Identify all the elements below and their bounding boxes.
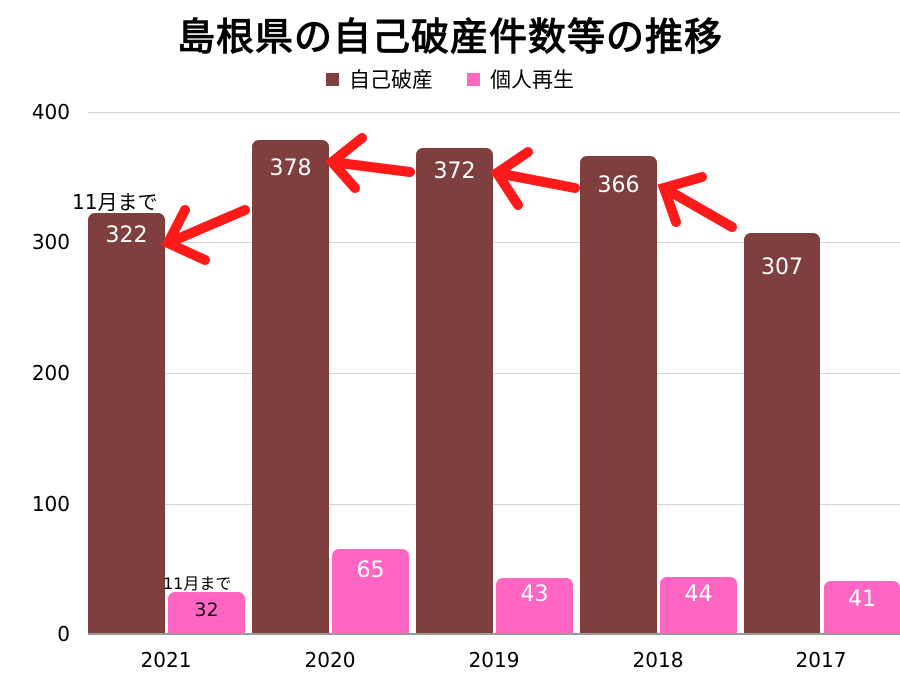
- bar-value: 65: [356, 558, 385, 583]
- y-tick-300: 300: [31, 230, 70, 254]
- bar-rehabilitation-2017[interactable]: 41: [824, 581, 900, 634]
- bar-value: 32: [194, 599, 219, 621]
- arrow-icon: [324, 133, 415, 193]
- x-label-2021: 2021: [140, 648, 192, 672]
- chart-title: 島根県の自己破産件数等の推移: [176, 15, 723, 59]
- x-axis-line: [88, 633, 900, 635]
- y-tick-0: 0: [57, 622, 70, 646]
- arrow-icon: [490, 147, 580, 210]
- gridline-200: [88, 373, 900, 374]
- bar-rehabilitation-2020[interactable]: 65: [332, 549, 409, 634]
- bar-bankruptcy-2020[interactable]: 378: [252, 140, 329, 634]
- arrow-icon: [657, 172, 737, 232]
- legend-item-rehabilitation[interactable]: 個人再生: [467, 64, 574, 94]
- bar-value: 322: [105, 223, 148, 248]
- bar-rehabilitation-2019[interactable]: 43: [496, 578, 573, 634]
- bar-bankruptcy-2018[interactable]: 366: [580, 156, 657, 634]
- bar-value: 41: [848, 587, 876, 612]
- y-tick-400: 400: [31, 100, 70, 124]
- x-label-2018: 2018: [632, 648, 684, 672]
- bar-bankruptcy-2017[interactable]: 307: [744, 233, 820, 634]
- legend-item-bankruptcy[interactable]: 自己破産: [326, 64, 433, 94]
- bar-bankruptcy-2019[interactable]: 372: [416, 148, 493, 634]
- bar-value: 372: [433, 159, 476, 184]
- gridline-400: [88, 112, 900, 113]
- y-tick-200: 200: [31, 361, 70, 385]
- legend-label-bankruptcy: 自己破産: [349, 68, 433, 92]
- gridline-300: [88, 242, 900, 243]
- legend: 自己破産 個人再生: [0, 64, 900, 94]
- y-tick-100: 100: [31, 492, 70, 516]
- bar-value: 44: [684, 582, 713, 607]
- x-label-2017: 2017: [795, 648, 847, 672]
- annotation-bankruptcy-2021: 11月まで: [72, 190, 158, 214]
- legend-swatch-bankruptcy: [326, 72, 339, 86]
- x-label-2019: 2019: [468, 648, 520, 672]
- bar-value: 378: [269, 156, 312, 181]
- arrow-icon: [161, 205, 250, 265]
- gridline-100: [88, 504, 900, 505]
- legend-swatch-rehabilitation: [467, 72, 480, 86]
- x-label-2020: 2020: [304, 648, 356, 672]
- bar-value: 43: [520, 582, 549, 607]
- bar-rehabilitation-2021[interactable]: 32: [168, 592, 245, 634]
- bar-rehabilitation-2018[interactable]: 44: [660, 577, 737, 634]
- bar-bankruptcy-2021[interactable]: 322: [88, 213, 165, 634]
- annotation-rehabilitation-2021: 11月まで: [163, 574, 232, 593]
- bar-value: 366: [597, 173, 640, 198]
- legend-label-rehabilitation: 個人再生: [490, 68, 574, 92]
- bar-value: 307: [761, 255, 803, 280]
